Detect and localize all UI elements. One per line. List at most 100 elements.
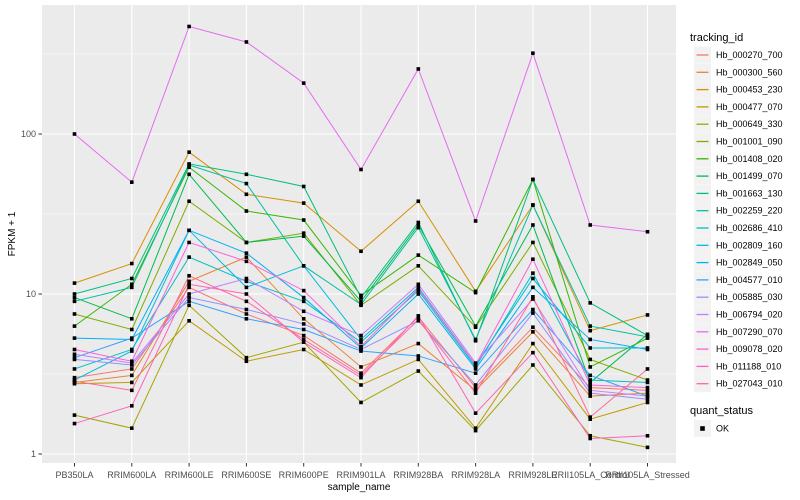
data-point [72, 421, 77, 426]
data-point [588, 337, 592, 342]
legend-item-Hb_000453_230: Hb_000453_230 [694, 81, 783, 99]
data-point [416, 314, 421, 318]
x-tick-label: RRIM600PE [279, 470, 329, 480]
y-tick-label: 100 [21, 129, 36, 139]
data-point [301, 309, 306, 314]
data-point [531, 330, 535, 334]
data-point [588, 357, 592, 362]
data-point [531, 203, 535, 207]
data-point [588, 365, 592, 369]
data-point [72, 347, 77, 352]
legend-item-label: Hb_002686_410 [716, 223, 783, 233]
data-point [244, 276, 249, 281]
data-point [473, 391, 478, 395]
data-point [301, 327, 306, 332]
data-point [301, 184, 306, 189]
data-point [531, 240, 535, 245]
data-point [130, 180, 134, 184]
data-point [130, 373, 134, 378]
data-point [244, 209, 249, 213]
data-point [187, 303, 191, 308]
data-point [187, 228, 191, 233]
data-point [130, 367, 134, 371]
data-point [187, 172, 191, 177]
data-point [301, 81, 306, 85]
data-point [531, 177, 535, 182]
data-point [187, 279, 191, 284]
legend-item-label: Hb_001001_090 [716, 137, 783, 147]
legend-item-Hb_000300_560: Hb_000300_560 [694, 63, 783, 81]
data-point [588, 328, 592, 333]
data-point [645, 313, 650, 317]
legend-item-label: Hb_001408_020 [716, 154, 783, 164]
data-point [531, 295, 535, 299]
data-point [359, 383, 363, 387]
data-point [588, 373, 592, 378]
data-point [130, 316, 134, 321]
data-point [473, 411, 478, 415]
data-point [130, 404, 134, 408]
data-point [588, 383, 592, 387]
y-tick-label: 1 [31, 449, 36, 459]
data-point [72, 132, 77, 136]
data-point [244, 192, 249, 197]
data-point [359, 167, 363, 172]
data-point [588, 388, 592, 393]
data-point [645, 347, 650, 352]
data-point [531, 257, 535, 262]
data-point [416, 354, 421, 358]
x-tick-label: RRIM901LA [336, 470, 385, 480]
data-point [645, 400, 650, 405]
data-point [130, 327, 134, 332]
legend-item-Hb_006794_020: Hb_006794_020 [694, 306, 783, 323]
legend-item-label: Hb_006794_020 [716, 310, 783, 320]
data-point [645, 335, 650, 339]
data-point [130, 361, 134, 365]
legend-item-label: Hb_007290_070 [716, 327, 783, 337]
data-point [473, 363, 478, 367]
legend-item-label: Hb_000300_560 [716, 67, 783, 77]
data-point [359, 249, 363, 254]
data-point [130, 276, 134, 281]
data-point [531, 51, 535, 55]
data-point [416, 253, 421, 257]
data-point [588, 380, 592, 385]
data-point [359, 375, 363, 380]
data-point [244, 40, 249, 44]
data-point [301, 264, 306, 268]
data-point [473, 367, 478, 371]
data-point [416, 341, 421, 346]
data-point [130, 380, 134, 385]
data-point [416, 225, 421, 230]
data-point [531, 341, 535, 346]
data-point [130, 359, 134, 364]
data-point [301, 340, 306, 344]
data-point [72, 379, 77, 384]
legend-item-Hb_001499_070: Hb_001499_070 [694, 167, 783, 185]
legend-item-Hb_002686_410: Hb_002686_410 [694, 219, 783, 237]
x-tick-label: RRII105LA_Stressed [605, 470, 690, 480]
data-point [359, 365, 363, 369]
data-point [416, 220, 421, 225]
data-point [244, 307, 249, 312]
data-point [416, 292, 421, 296]
data-point [473, 365, 478, 369]
data-point [645, 378, 650, 382]
legend-item-label: Hb_004577_010 [716, 275, 783, 285]
data-point [588, 346, 592, 350]
data-point [187, 255, 191, 259]
legend-item-Hb_000649_330: Hb_000649_330 [694, 115, 783, 133]
data-point [645, 433, 650, 438]
data-point [301, 337, 306, 342]
data-point [244, 279, 249, 284]
data-point [244, 359, 249, 364]
data-point [473, 385, 478, 390]
legend-item-label: Hb_002849_050 [716, 258, 783, 268]
data-point [244, 172, 249, 177]
data-point [588, 301, 592, 305]
data-point [531, 297, 535, 301]
x-tick-label: RRIM600SE [221, 470, 271, 480]
data-point [72, 352, 77, 357]
data-point [416, 223, 421, 227]
